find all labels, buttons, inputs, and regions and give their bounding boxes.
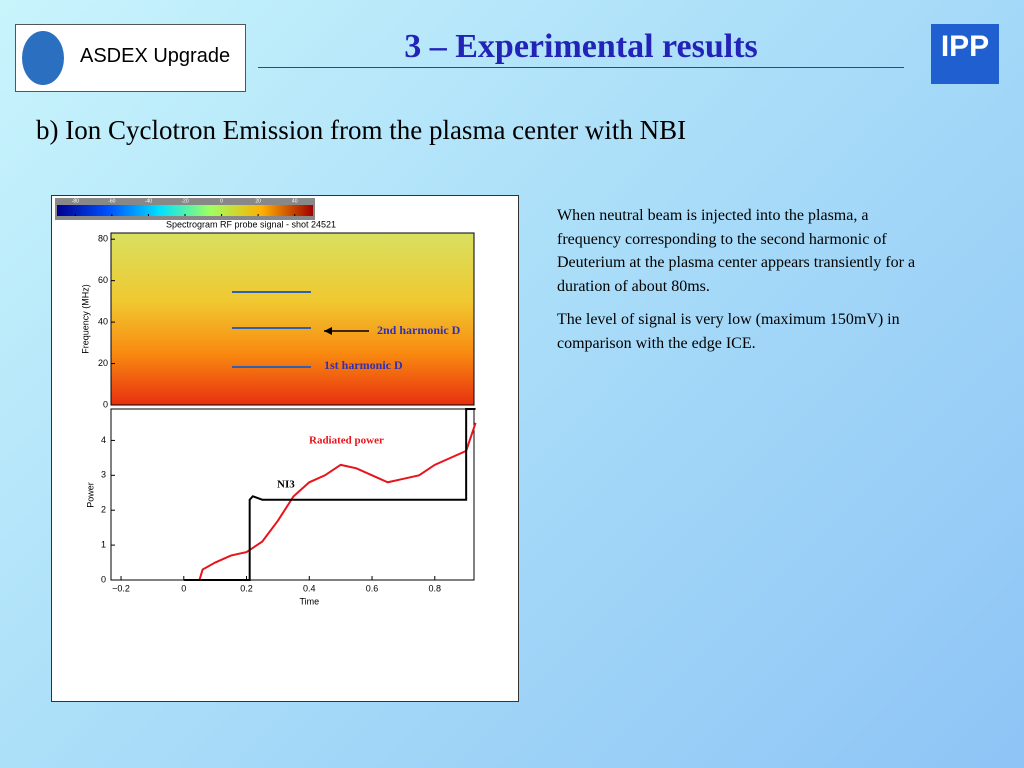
colorbar-tick-label: -60	[108, 198, 115, 204]
text-block: When neutral beam is injected into the p…	[557, 204, 922, 355]
logo-box: ASDEX Upgrade	[15, 24, 246, 92]
colorbar	[57, 205, 313, 216]
series-line	[198, 422, 477, 581]
y-tick-label: 60	[98, 275, 108, 285]
colorbar-tick-label: -20	[181, 198, 188, 204]
annotation: 2nd harmonic D	[377, 323, 461, 337]
x-tick-label: −0.2	[112, 583, 130, 593]
y-axis-label: Frequency (MHz)	[80, 284, 90, 354]
x-tick-label: 0.6	[366, 583, 379, 593]
spectrogram-image	[111, 233, 474, 405]
y-tick-label: 2	[101, 505, 106, 515]
logo-icon	[22, 31, 64, 85]
series-line	[183, 408, 476, 581]
y-tick-label: 0	[103, 399, 108, 409]
colorbar-tick-label: 0	[220, 198, 223, 204]
x-tick-label: 0.8	[429, 583, 442, 593]
logo-text: ASDEX Upgrade	[80, 45, 231, 67]
colorbar-tick-label: -80	[72, 198, 79, 204]
subtitle: b) Ion Cyclotron Emission from the plasm…	[36, 115, 687, 145]
series-label: NI3	[277, 479, 295, 491]
paragraph: When neutral beam is injected into the p…	[557, 207, 916, 295]
spectrogram-title: Spectrogram RF probe signal - shot 24521	[166, 219, 336, 229]
colorbar-tick-label: -40	[145, 198, 152, 204]
x-tick-label: 0.4	[303, 583, 316, 593]
y-tick-label: 0	[101, 574, 106, 584]
x-axis-label: Time	[299, 596, 319, 606]
colorbar-tick-label: 40	[292, 198, 298, 204]
y-tick-label: 3	[101, 470, 106, 480]
series-label: Radiated power	[309, 435, 384, 447]
paragraph: The level of signal is very low (maximum…	[557, 311, 900, 352]
x-tick-label: 0.2	[240, 583, 253, 593]
y-tick-label: 1	[101, 539, 106, 549]
title-rule	[258, 67, 904, 68]
axes-frame	[110, 232, 475, 406]
y-tick-label: 40	[98, 316, 108, 326]
arrowhead	[324, 327, 332, 335]
annotation: 1st harmonic D	[324, 358, 403, 372]
axes-frame	[110, 408, 475, 581]
y-tick-label: 20	[98, 358, 108, 368]
colorbar-tick-label: 20	[255, 198, 261, 204]
y-tick-label: 4	[101, 435, 106, 445]
y-tick-label: 80	[98, 234, 108, 244]
x-tick-label: 0	[181, 583, 186, 593]
ipp-logo: IPP	[931, 24, 999, 84]
y-axis-label: Power	[85, 482, 95, 508]
figure: 2nd harmonic D 1st harmonic D Spectrogra…	[51, 195, 519, 702]
title: 3 – Experimental results	[404, 28, 758, 65]
